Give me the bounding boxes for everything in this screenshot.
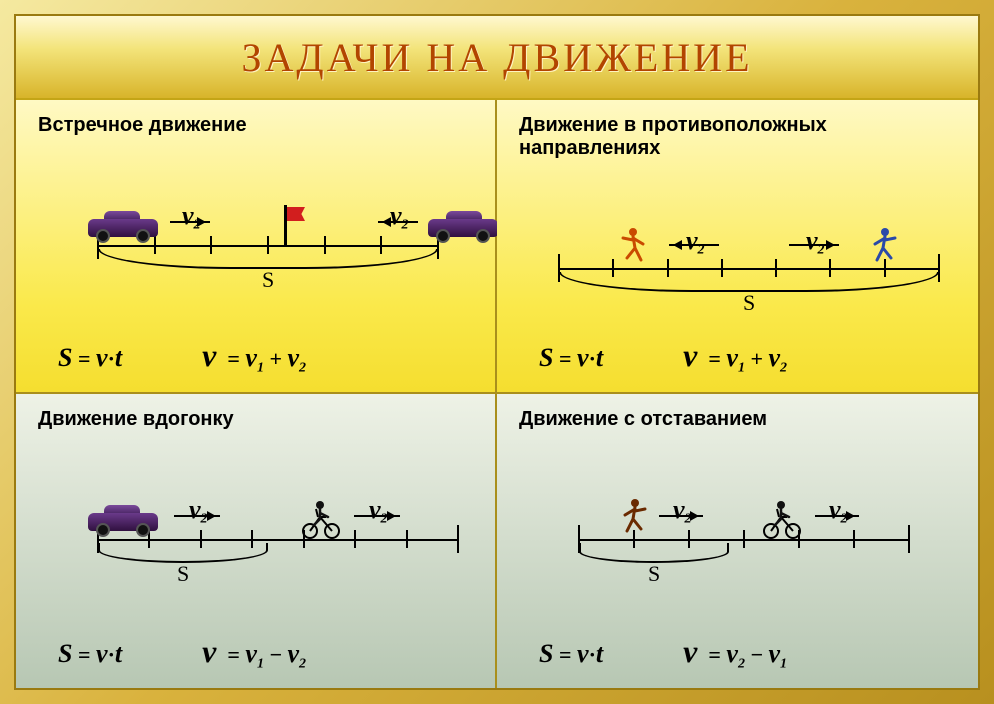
- runner-icon: [869, 226, 899, 268]
- tick: [558, 254, 560, 282]
- velocity-arrow: [170, 221, 210, 223]
- grid: Встречное движение Sv2 v2 S = v·t v = v1 …: [16, 100, 978, 688]
- number-line: [559, 268, 939, 270]
- page-title: ЗАДАЧИ НА ДВИЖЕНИЕ: [241, 34, 752, 81]
- velocity-label: v2: [673, 495, 692, 528]
- formula-v: v = v2 − v1: [683, 633, 787, 672]
- velocity-label: v2: [369, 495, 388, 528]
- outer-frame: ЗАДАЧИ НА ДВИЖЕНИЕ Встречное движение Sv…: [0, 0, 994, 704]
- velocity-arrow: [354, 515, 400, 517]
- formula-v: v = v1 + v2: [683, 337, 787, 376]
- s-bracket: [98, 249, 438, 269]
- title-bar: ЗАДАЧИ НА ДВИЖЕНИЕ: [16, 16, 978, 100]
- diagram-oncoming: Sv2v2: [38, 149, 477, 331]
- diagram-chase: Sv2 v2: [38, 443, 477, 627]
- runner-icon: [619, 497, 649, 539]
- formula-s: S = v·t: [58, 343, 122, 373]
- formulas: S = v·t v = v1 − v2: [38, 627, 477, 678]
- velocity-label: v2: [806, 226, 825, 259]
- tick: [853, 530, 855, 548]
- cell-chase: Движение вдогонку Sv2 v2 S = v·t v = v1 −…: [16, 394, 497, 688]
- diagram-opposite: Sv2 v2: [519, 172, 960, 331]
- s-label: S: [743, 290, 755, 316]
- formula-s: S = v·t: [539, 343, 603, 373]
- s-bracket: [559, 272, 939, 292]
- velocity-arrow: [669, 244, 719, 246]
- cell-opposite: Движение в противоположных направлениях …: [497, 100, 978, 394]
- tick: [938, 254, 940, 282]
- formula-v: v = v1 + v2: [202, 337, 306, 376]
- cell-title: Движение с отставанием: [519, 408, 960, 431]
- number-line: [98, 539, 458, 541]
- velocity-arrow: [815, 515, 859, 517]
- velocity-label: v2: [390, 201, 409, 234]
- formula-v: v = v1 − v2: [202, 633, 306, 672]
- s-label: S: [648, 561, 660, 587]
- cyclist-icon: [298, 497, 344, 539]
- cell-title: Движение вдогонку: [38, 408, 477, 431]
- flag-icon: [284, 205, 306, 245]
- tick: [406, 530, 408, 548]
- formula-s: S = v·t: [58, 639, 122, 669]
- velocity-arrow: [378, 221, 418, 223]
- inner-panel: ЗАДАЧИ НА ДВИЖЕНИЕ Встречное движение Sv…: [14, 14, 980, 690]
- cell-oncoming: Встречное движение Sv2v2 S = v·t v = v1 …: [16, 100, 497, 394]
- tick: [908, 525, 910, 553]
- formula-s: S = v·t: [539, 639, 603, 669]
- cyclist-icon: [759, 497, 805, 539]
- s-bracket: [98, 543, 268, 563]
- velocity-label: v2: [189, 495, 208, 528]
- s-bracket: [579, 543, 729, 563]
- cell-title: Встречное движение: [38, 114, 477, 137]
- car-icon: [88, 213, 158, 243]
- s-label: S: [177, 561, 189, 587]
- s-label: S: [262, 267, 274, 293]
- car-icon: [88, 507, 158, 537]
- tick: [743, 530, 745, 548]
- cell-lag: Движение с отставанием Sv2 v2 S = v·t v =…: [497, 394, 978, 688]
- velocity-arrow: [789, 244, 839, 246]
- velocity-arrow: [174, 515, 220, 517]
- formulas: S = v·t v = v2 − v1: [519, 627, 960, 678]
- formulas: S = v·t v = v1 + v2: [38, 331, 477, 382]
- runner-icon: [619, 226, 649, 268]
- tick: [354, 530, 356, 548]
- velocity-arrow: [659, 515, 703, 517]
- velocity-label: v2: [829, 495, 848, 528]
- car-icon: [428, 213, 498, 243]
- diagram-lag: Sv2 v2: [519, 443, 960, 627]
- velocity-label: v2: [686, 226, 705, 259]
- tick: [457, 525, 459, 553]
- formulas: S = v·t v = v1 + v2: [519, 331, 960, 382]
- cell-title: Движение в противоположных направлениях: [519, 114, 960, 160]
